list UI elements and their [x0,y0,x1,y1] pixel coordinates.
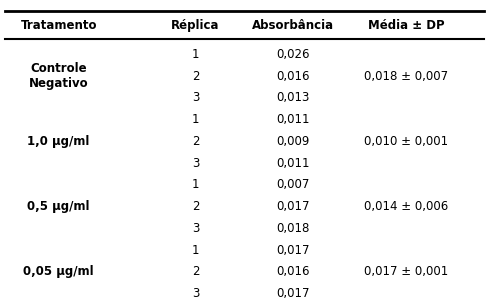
Text: 0,010 ± 0,001: 0,010 ± 0,001 [363,135,447,148]
Text: 2: 2 [191,69,199,83]
Text: 2: 2 [191,200,199,213]
Text: Réplica: Réplica [171,19,220,32]
Text: 1: 1 [191,243,199,257]
Text: 1: 1 [191,48,199,61]
Text: 3: 3 [191,222,199,235]
Text: 0,007: 0,007 [276,178,309,191]
Text: 0,05 μg/ml: 0,05 μg/ml [23,265,94,278]
Text: 0,026: 0,026 [276,48,309,61]
Text: 1: 1 [191,178,199,191]
Text: 0,017: 0,017 [276,243,309,257]
Text: 0,016: 0,016 [276,69,309,83]
Text: 0,011: 0,011 [276,156,309,170]
Text: 3: 3 [191,156,199,170]
Text: Tratamento: Tratamento [20,19,97,32]
Text: 0,009: 0,009 [276,135,309,148]
Text: 0,016: 0,016 [276,265,309,278]
Text: 3: 3 [191,91,199,104]
Text: 3: 3 [191,287,199,300]
Text: 0,017 ± 0,001: 0,017 ± 0,001 [363,265,447,278]
Text: 2: 2 [191,135,199,148]
Text: 0,5 μg/ml: 0,5 μg/ml [27,200,90,213]
Text: Controle
Negativo: Controle Negativo [29,62,88,90]
Text: 0,018 ± 0,007: 0,018 ± 0,007 [363,69,447,83]
Text: 1: 1 [191,113,199,126]
Text: 0,017: 0,017 [276,200,309,213]
Text: 0,011: 0,011 [276,113,309,126]
Text: 0,017: 0,017 [276,287,309,300]
Text: 1,0 μg/ml: 1,0 μg/ml [27,135,90,148]
Text: 0,013: 0,013 [276,91,309,104]
Text: 0,014 ± 0,006: 0,014 ± 0,006 [363,200,447,213]
Text: Absorbância: Absorbância [252,19,334,32]
Text: 0,018: 0,018 [276,222,309,235]
Text: Média ± DP: Média ± DP [367,19,443,32]
Text: 2: 2 [191,265,199,278]
